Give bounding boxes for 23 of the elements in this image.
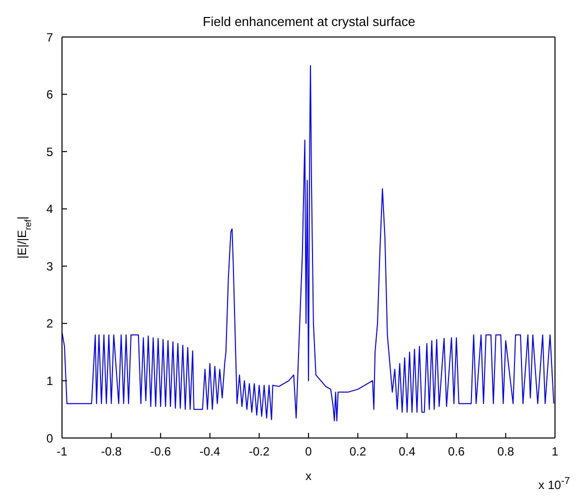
y-tick-label: 5: [46, 144, 54, 159]
x-tick-label: 0.8: [497, 444, 514, 459]
x-tick-label: 0.6: [448, 444, 466, 459]
y-tick-label: 0: [46, 431, 54, 446]
y-tick-label: 2: [46, 316, 54, 331]
text: x 10$^{-7}$: [538, 476, 570, 492]
x-tick-label: 1: [552, 444, 559, 459]
y-tick-label: 4: [46, 202, 54, 216]
chart-title: Field enhancement at crystal surface: [202, 14, 416, 29]
x-tick-label: -0.8: [100, 444, 122, 459]
line-series: [62, 65, 554, 422]
x-tick-label: -0.6: [150, 444, 172, 459]
y-tick-label: 3: [46, 259, 54, 274]
x-tick-label: 0.4: [398, 444, 416, 459]
x-tick-label: -0.2: [248, 444, 270, 459]
x-tick-label: 0.2: [349, 444, 366, 459]
x-tick-label: -0.4: [200, 444, 221, 459]
x-axis-title: x: [306, 469, 312, 483]
x-tick-label: -1: [56, 444, 68, 459]
y-tick-label: 6: [46, 88, 54, 102]
y-tick-label: 7: [46, 30, 54, 44]
y-tick-label: 1: [46, 374, 54, 388]
x-tick-label: 0: [305, 444, 312, 459]
